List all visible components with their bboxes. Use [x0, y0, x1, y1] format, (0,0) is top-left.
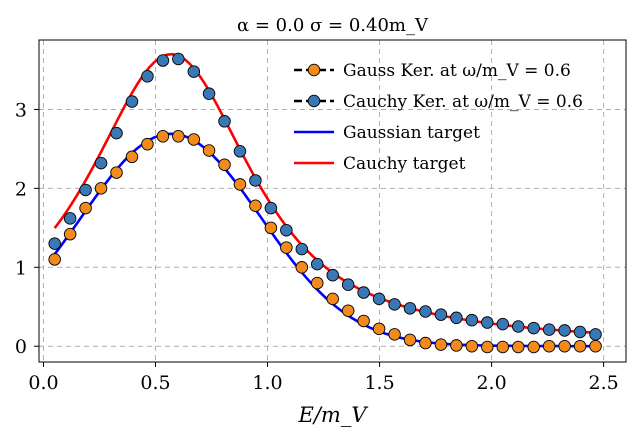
gauss-kernel-point: [558, 339, 571, 353]
cauchy-kernel-point: [187, 65, 201, 78]
gauss-kernel-point: [419, 336, 432, 350]
cauchy-kernel-point: [558, 324, 571, 337]
cauchy-kernel-point: [295, 242, 309, 256]
legend-label: Cauchy target: [343, 154, 466, 174]
gauss-kernel-point: [450, 339, 463, 352]
gauss-kernel-point: [63, 227, 77, 241]
x-tick-label: 0.0: [28, 372, 58, 394]
cauchy-kernel-point: [542, 323, 556, 336]
gauss-kernel-point: [79, 201, 92, 215]
gauss-kernel-point: [481, 340, 494, 354]
gauss-kernel-point: [187, 133, 201, 146]
legend-label: Gaussian target: [343, 123, 480, 143]
x-axis-label: E/m_V: [298, 403, 369, 427]
cauchy-kernel-point: [280, 223, 293, 237]
x-tick-label: 1.5: [364, 372, 394, 394]
y-tick-label: 1: [15, 257, 27, 279]
cauchy-kernel-point: [79, 183, 92, 197]
legend-layer: Gauss Ker. at ω/m_V = 0.6 Cauchy Ker. at …: [294, 61, 583, 174]
cauchy-kernel-point: [249, 174, 262, 187]
x-tick-label: 0.5: [140, 372, 170, 394]
cauchy-kernel-point: [264, 201, 278, 215]
gauss-kernel-point: [573, 339, 587, 353]
cauchy-kernel-point: [589, 328, 602, 341]
cauchy-kernel-point: [341, 278, 355, 291]
gauss-kernel-point: [311, 276, 324, 290]
gauss-kernel-point: [202, 144, 216, 157]
cauchy-kernel-point: [372, 292, 386, 306]
gauss-kernel-point: [295, 261, 309, 274]
cauchy-kernel-point: [233, 145, 247, 158]
marker-layer: [48, 52, 602, 354]
cauchy-kernel-point: [573, 325, 587, 339]
legend-marker: [307, 94, 321, 108]
gauss-kernel-point: [264, 221, 278, 235]
cauchy-kernel-point: [218, 115, 231, 128]
cauchy-kernel-point: [388, 298, 401, 311]
cauchy-kernel-point: [202, 87, 216, 100]
cauchy-kernel-point: [125, 95, 139, 108]
gauss-kernel-point: [280, 241, 293, 254]
cauchy-kernel-point: [94, 156, 108, 170]
gauss-kernel-point: [110, 166, 123, 179]
gauss-kernel-point: [357, 314, 370, 328]
cauchy-kernel-point: [63, 212, 77, 225]
plot-frame: [38, 39, 627, 363]
gauss-kernel-point: [172, 130, 185, 143]
y-tick-label: 3: [15, 99, 27, 121]
y-tick-label: 0: [15, 336, 27, 358]
gauss-kernel-point: [94, 182, 108, 195]
x-tick-label: 2.5: [588, 372, 618, 394]
cauchy-kernel-point: [141, 70, 154, 83]
cauchy-kernel-point: [156, 54, 170, 67]
gauss-kernel-point: [156, 130, 170, 143]
cauchy-kernel-point: [511, 320, 525, 333]
gauss-kernel-point: [496, 340, 510, 354]
gauss-kernel-point: [125, 150, 139, 164]
grid-layer: [39, 40, 626, 362]
legend-label: Cauchy Ker. at ω/m_V = 0.6: [343, 92, 583, 112]
cauchy-kernel-point: [496, 317, 510, 331]
cauchy-kernel-point: [357, 286, 370, 299]
cauchy-kernel-point: [434, 308, 448, 321]
legend-marker: [307, 63, 321, 77]
cauchy-kernel-point: [465, 313, 479, 327]
x-tick-label: 1.0: [252, 372, 282, 394]
cauchy-kernel-point: [48, 237, 61, 250]
gauss-kernel-point: [341, 304, 355, 317]
legend-label: Gauss Ker. at ω/m_V = 0.6: [343, 61, 571, 81]
gauss-kernel-point: [542, 339, 556, 353]
gauss-kernel-point: [434, 338, 448, 351]
gauss-kernel-point: [511, 340, 525, 354]
gauss-kernel-point: [218, 158, 231, 171]
gauss-kernel-point: [233, 178, 247, 191]
gauss-kernel-point: [249, 199, 262, 212]
y-tick-label: 2: [15, 178, 27, 200]
cauchy-kernel-point: [172, 52, 185, 66]
tick-layer: 0.0 0.5 1.0 1.5 2.0 2.5 0 1 2 3: [15, 99, 619, 394]
cauchy-kernel-point: [311, 257, 324, 271]
gauss-kernel-point: [527, 340, 540, 354]
gauss-kernel-point: [326, 292, 339, 306]
x-tick-label: 2.0: [476, 372, 506, 394]
gauss-kernel-point: [465, 339, 479, 353]
cauchy-kernel-point: [326, 268, 339, 282]
gauss-kernel-point: [372, 322, 386, 336]
cauchy-kernel-point: [419, 305, 432, 318]
cauchy-kernel-point: [403, 302, 417, 315]
gauss-kernel-point: [141, 137, 154, 151]
chart-title: α = 0.0 σ = 0.40m_V: [237, 15, 429, 36]
cauchy-kernel-point: [450, 311, 463, 325]
cauchy-kernel-point: [481, 316, 494, 329]
gauss-kernel-point: [48, 253, 61, 266]
gauss-kernel-point: [589, 339, 602, 353]
cauchy-kernel-point: [527, 321, 540, 335]
gauss-kernel-point: [403, 333, 417, 347]
gaussian-target-line: [53, 132, 597, 348]
gauss-kernel-point: [388, 328, 401, 341]
cauchy-kernel-point: [110, 126, 123, 140]
